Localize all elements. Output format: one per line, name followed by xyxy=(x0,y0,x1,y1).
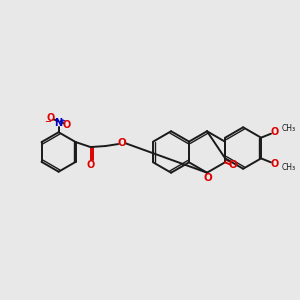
Text: O: O xyxy=(118,138,127,148)
Text: O: O xyxy=(46,113,55,123)
Text: +: + xyxy=(59,118,65,124)
Text: O: O xyxy=(62,120,70,130)
Text: CH₃: CH₃ xyxy=(282,163,296,172)
Text: O: O xyxy=(86,160,94,170)
Text: CH₃: CH₃ xyxy=(282,124,296,133)
Text: O: O xyxy=(229,160,237,170)
Text: O: O xyxy=(204,172,212,183)
Text: O: O xyxy=(271,127,279,137)
Text: N: N xyxy=(55,118,63,128)
Text: −: − xyxy=(44,117,51,126)
Text: O: O xyxy=(271,159,279,169)
